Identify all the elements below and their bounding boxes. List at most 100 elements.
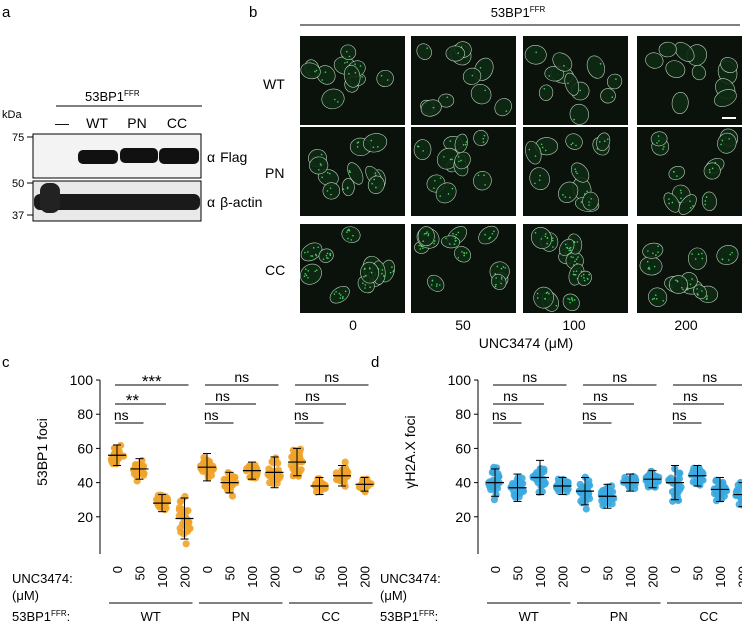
focus-dot (711, 167, 714, 170)
lane-label-wt: WT (86, 115, 108, 131)
nucleus (577, 270, 592, 286)
focus-dot (653, 297, 655, 300)
d-group-label: WT (519, 609, 539, 624)
focus-dot (345, 50, 348, 53)
c-data-point (341, 473, 349, 482)
nucleus (343, 64, 361, 88)
d-dose-tick-label: 100 (533, 566, 548, 588)
focus-dot (577, 256, 579, 258)
focus-dot (651, 298, 654, 301)
c-dose-tick-label: 100 (155, 566, 170, 588)
focus-dot (439, 284, 441, 286)
focus-dot (348, 55, 351, 58)
focus-dot (704, 203, 706, 206)
focus-dot (484, 233, 486, 236)
d-dose-tick-label: 0 (488, 566, 503, 573)
focus-dot (426, 47, 428, 49)
d-data-point (665, 477, 673, 485)
focus-dot (573, 299, 576, 301)
focus-dot (570, 297, 573, 299)
focus-dot (663, 145, 665, 148)
focus-dot (423, 233, 426, 235)
nucleus (300, 62, 321, 80)
focus-dot (586, 190, 588, 193)
focus-dot (505, 110, 508, 112)
focus-dot (546, 242, 548, 245)
focus-dot (368, 267, 371, 270)
focus-dot (668, 202, 670, 205)
d-sig-label: ns (683, 388, 698, 404)
focus-dot (568, 298, 571, 301)
actin-band (34, 194, 200, 210)
focus-dot (496, 265, 499, 268)
focus-dot (451, 158, 453, 161)
nucleus (714, 89, 737, 107)
c-dose-tick-label: 200 (268, 566, 283, 588)
nucleus (533, 286, 554, 309)
c-data-point (289, 446, 297, 454)
d-data-point (653, 477, 661, 485)
focus-dot (463, 254, 465, 257)
focus-dot (583, 277, 585, 279)
focus-dot (432, 106, 435, 109)
focus-dot (314, 70, 316, 73)
focus-dot (706, 297, 708, 299)
focus-dot (680, 192, 682, 194)
focus-dot (654, 294, 657, 296)
nucleus (648, 287, 668, 307)
c-ytick-label: 80 (77, 406, 93, 422)
focus-dot (433, 179, 436, 182)
focus-dot (655, 254, 657, 256)
focus-dot (479, 67, 482, 69)
d-data-point (562, 478, 571, 486)
focus-dot (325, 254, 328, 257)
panel-c-dose-unit: (μM) (12, 588, 39, 603)
focus-dot (571, 299, 574, 302)
focus-dot (572, 270, 575, 273)
focus-dot (426, 231, 428, 233)
column-label-200: 200 (674, 317, 698, 333)
focus-dot (574, 260, 576, 263)
nucleus (413, 139, 432, 160)
panel-d-ylabel: γH2A.X foci (402, 415, 418, 488)
lane-label-pn: PN (127, 115, 146, 131)
focus-dot (461, 250, 463, 253)
d-data-point (734, 481, 742, 489)
d-data-point (563, 488, 571, 496)
focus-dot (339, 294, 342, 296)
panel-c-ylabel: 53BP1 foci (34, 418, 50, 486)
focus-dot (586, 277, 589, 280)
focus-dot (694, 258, 697, 260)
panel-c-plot: 20 40 60 80 100 0 50 100 200 0 50 100 200 0 50 100 200 WT… (70, 369, 375, 624)
focus-dot (339, 297, 342, 299)
d-data-point (631, 475, 639, 484)
panel-c-group-label: 53BP1FFR: (12, 609, 70, 624)
c-data-point (228, 492, 237, 500)
focus-dot (446, 96, 449, 99)
c-data-point (132, 467, 140, 476)
focus-dot (701, 257, 704, 260)
focus-dot (652, 252, 654, 255)
nucleus (674, 42, 695, 62)
focus-dot (315, 69, 318, 72)
focus-dot (691, 253, 693, 255)
focus-dot (564, 196, 567, 198)
c-dose-tick-label: 50 (223, 566, 238, 580)
focus-dot (422, 150, 425, 152)
focus-dot (464, 143, 467, 146)
d-dose-tick-label: 0 (578, 566, 593, 573)
focus-dot (545, 292, 548, 294)
c-data-point (228, 474, 237, 482)
focus-dot (391, 266, 393, 268)
focus-dot (701, 252, 703, 255)
focus-dot (370, 139, 373, 142)
c-dose-tick-label: 100 (335, 566, 350, 588)
focus-dot (590, 198, 592, 200)
focus-dot (316, 269, 318, 271)
focus-dot (493, 230, 495, 233)
focus-dot (692, 205, 694, 207)
focus-dot (555, 304, 558, 307)
focus-dot (689, 200, 691, 202)
d-data-point (490, 463, 498, 471)
